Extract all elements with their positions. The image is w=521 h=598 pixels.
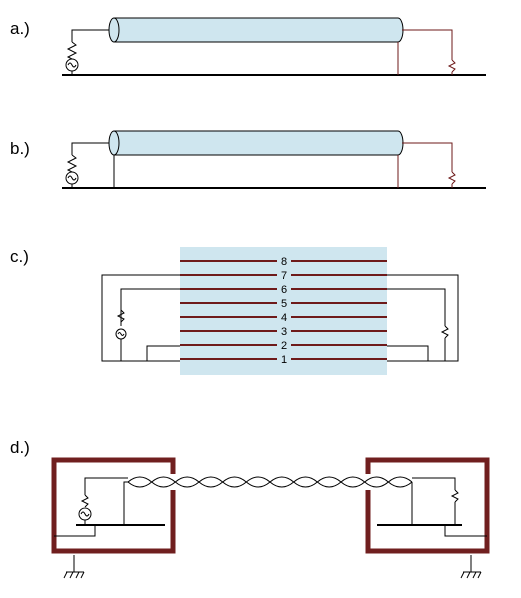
conductor-2-left-loop — [146, 345, 180, 361]
panel-a-label: a.) — [10, 19, 30, 38]
ribbon-cable-body — [180, 247, 387, 375]
load-wire — [402, 29, 453, 60]
twisted-pair-strand — [127, 476, 413, 488]
panel-a: a.) — [10, 17, 486, 76]
ac-wave-icon — [67, 175, 77, 181]
coax-cable — [108, 17, 404, 43]
return-loop-left — [101, 274, 180, 362]
panel-b-label: b.) — [10, 139, 30, 158]
load-resistor — [447, 171, 456, 185]
ribbon-conductors: 8 7 6 5 4 3 2 1 — [180, 256, 387, 366]
source-resistor — [80, 494, 89, 508]
return-loop-right — [387, 274, 459, 362]
load-wire — [412, 477, 456, 490]
earth-ground-right-icon — [460, 555, 482, 579]
load-wire — [387, 288, 446, 326]
source-wire — [71, 142, 109, 155]
cable-end — [108, 17, 120, 43]
conductor-number-label: 8 — [281, 256, 287, 268]
source-wire — [120, 288, 180, 326]
panel-d-label: d.) — [10, 438, 30, 457]
load-resistor — [450, 489, 459, 503]
panel-d: d.) — [10, 438, 490, 579]
ac-wave-icon — [67, 62, 77, 68]
ac-wave-icon — [80, 511, 90, 517]
conductor-number-label: 4 — [281, 312, 287, 324]
twisted-pair-cable — [123, 476, 413, 490]
enclosure-right — [365, 457, 490, 554]
left-chassis-strap — [54, 525, 96, 537]
conductor-number-label: 1 — [281, 354, 287, 366]
source-resistor — [66, 154, 78, 173]
load-wire — [402, 142, 453, 172]
source-resistor — [116, 309, 125, 323]
panel-c-label: c.) — [10, 247, 29, 266]
conductor-2-right-loop — [387, 345, 429, 361]
load-resistor — [440, 325, 449, 339]
conductor-number-label: 3 — [281, 326, 287, 338]
coax-cable — [108, 130, 404, 156]
conductor-number-label: 2 — [281, 340, 287, 352]
conductor-number-label: 7 — [281, 270, 287, 282]
conductor-number-label: 6 — [281, 284, 287, 296]
ac-wave-icon — [117, 332, 125, 336]
cable-body — [113, 130, 404, 156]
load-resistor — [447, 59, 456, 73]
cable-body — [113, 17, 404, 43]
source-wire — [84, 477, 128, 495]
source-wire — [71, 29, 109, 42]
earth-ground-left-icon — [63, 555, 85, 579]
panel-c: c.) 8 7 6 5 4 3 2 1 — [10, 247, 459, 375]
enclosure-left — [51, 457, 176, 554]
source-resistor — [66, 41, 78, 60]
right-chassis-strap — [444, 525, 487, 537]
panel-b: b.) — [10, 130, 486, 189]
twisted-pair-left-lead — [123, 481, 128, 490]
conductor-number-label: 5 — [281, 298, 287, 310]
cable-end — [108, 130, 120, 156]
